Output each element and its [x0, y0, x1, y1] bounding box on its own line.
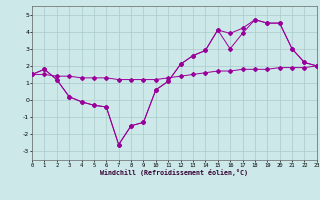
X-axis label: Windchill (Refroidissement éolien,°C): Windchill (Refroidissement éolien,°C) [100, 169, 248, 176]
